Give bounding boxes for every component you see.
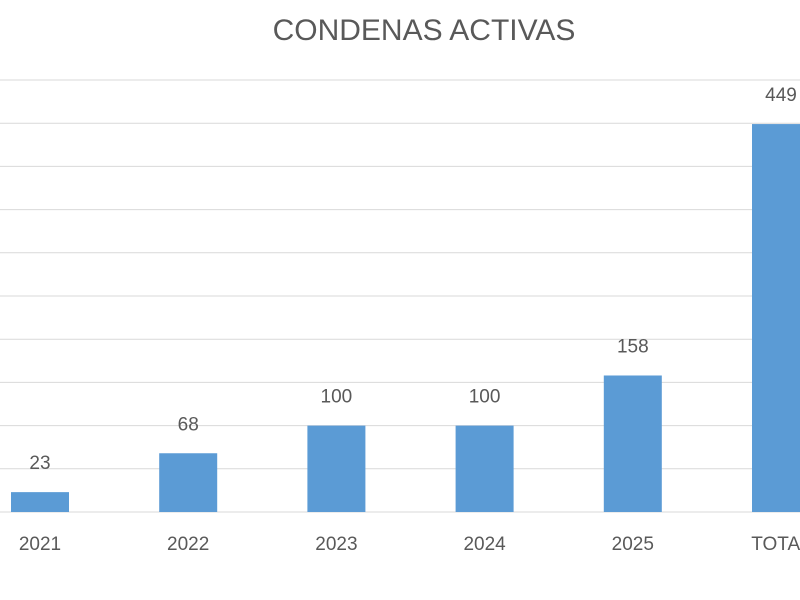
bar [11,492,69,512]
x-tick-label: 2024 [463,534,506,555]
data-label: 23 [29,453,50,474]
data-label: 158 [617,337,649,358]
data-label: 449 [765,85,797,106]
x-tick-label: TOTAL [751,534,800,555]
x-tick-label: 2022 [167,534,209,555]
bar [307,425,366,512]
bar [603,375,662,512]
x-tick-label: 2025 [612,534,654,555]
bar [159,453,218,512]
x-tick-label: 2021 [19,534,61,555]
x-tick-label: 2023 [315,534,357,555]
bar [752,124,800,513]
data-label: 100 [321,387,353,408]
chart-title: CONDENAS ACTIVAS [273,14,576,47]
data-label: 100 [469,387,501,408]
data-label: 68 [178,414,199,435]
bar [455,425,514,512]
